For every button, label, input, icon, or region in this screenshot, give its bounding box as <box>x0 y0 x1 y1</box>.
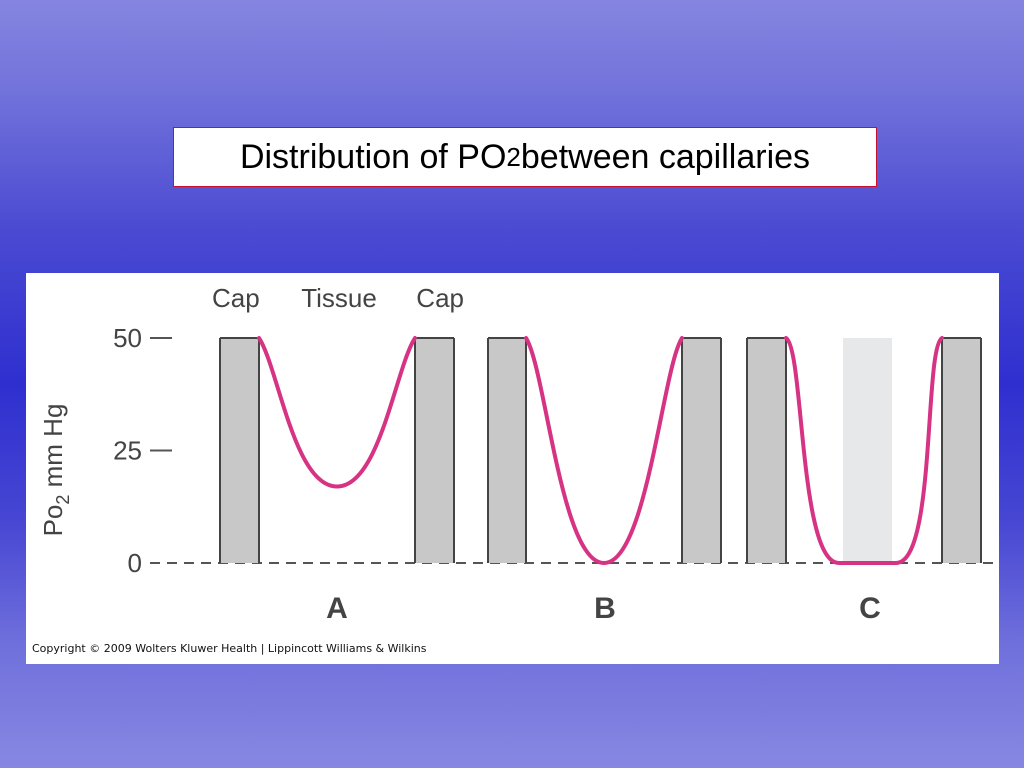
figure-panel: 50 25 0 Cap Tissue Cap A B C Po2 mm Hg Copyright… <box>26 273 999 664</box>
top-label: Cap <box>416 283 464 313</box>
panel-label: B <box>594 592 616 625</box>
capillary-bar <box>415 338 454 563</box>
po2-curve <box>784 336 944 565</box>
po2-curve <box>524 336 684 566</box>
title-rest: between capillaries <box>520 137 811 176</box>
capillary-bar <box>220 338 259 563</box>
panel-label: A <box>326 592 348 625</box>
title-main: Distribution of PO <box>239 137 507 176</box>
po2-curve <box>257 336 417 489</box>
top-label: Cap <box>212 283 260 313</box>
y-axis-label: Po2 mm Hg <box>38 404 73 537</box>
capillary-bar <box>488 338 526 563</box>
capillary-bar <box>747 338 786 563</box>
panel-label: C <box>859 592 881 625</box>
capillary-bar <box>942 338 981 563</box>
capillary-bar-faint <box>843 338 892 563</box>
y-tick-label: 50 <box>113 323 142 353</box>
capillary-bar <box>682 338 721 563</box>
y-tick-label: 0 <box>128 548 142 578</box>
slide-title: Distribution of PO 2 between capillaries <box>173 127 877 187</box>
y-tick-label: 25 <box>113 436 142 466</box>
po2-diagram: 50 25 0 Cap Tissue Cap A B C Po2 mm Hg <box>38 283 996 625</box>
title-subscript: 2 <box>506 141 521 172</box>
top-label: Tissue <box>301 283 377 313</box>
copyright-notice: Copyright © 2009 Wolters Kluwer Health |… <box>32 642 427 655</box>
